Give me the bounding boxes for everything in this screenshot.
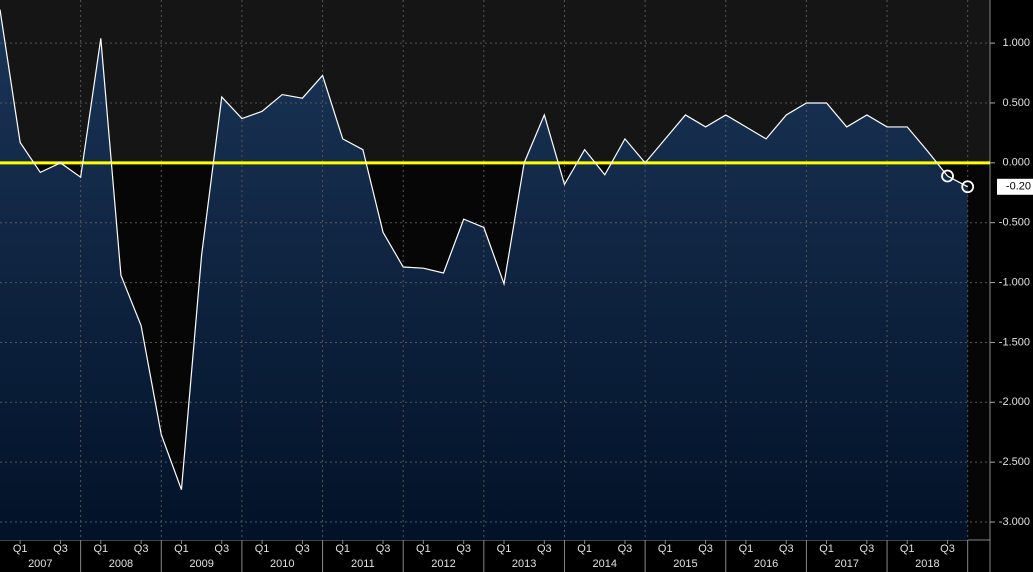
x-tick-label: Q1 — [416, 543, 431, 555]
x-tick-label: Q3 — [779, 543, 794, 555]
year-label: 2018 — [915, 558, 939, 570]
x-tick-label: Q1 — [577, 543, 592, 555]
x-tick-label: Q3 — [860, 543, 875, 555]
year-label: 2017 — [834, 558, 858, 570]
year-label: 2009 — [189, 558, 213, 570]
y-tick-label: 0.500 — [1002, 97, 1030, 109]
year-label: 2010 — [270, 558, 294, 570]
point-marker — [961, 180, 975, 194]
value-label: -0.20 — [1006, 181, 1031, 193]
year-label: 2008 — [109, 558, 133, 570]
x-tick-label: Q1 — [739, 543, 754, 555]
x-tick-label: Q3 — [53, 543, 68, 555]
y-tick-label: -1.000 — [999, 276, 1030, 288]
point-marker — [941, 169, 954, 183]
x-tick-label: Q1 — [93, 543, 108, 555]
y-tick-label: 1.000 — [1002, 37, 1030, 49]
x-tick-label: Q1 — [13, 543, 28, 555]
y-tick-label: 0.000 — [1002, 157, 1030, 169]
x-tick-label: Q3 — [698, 543, 713, 555]
x-tick-label: Q3 — [376, 543, 391, 555]
area-fill — [0, 9, 968, 540]
x-tick-label: Q3 — [456, 543, 471, 555]
x-tick-label: Q1 — [497, 543, 512, 555]
y-tick-label: -3.000 — [999, 516, 1030, 528]
x-tick-label: Q1 — [255, 543, 270, 555]
x-tick-label: Q3 — [537, 543, 552, 555]
y-tick-label: -0.500 — [999, 217, 1030, 229]
x-tick-label: Q1 — [174, 543, 189, 555]
x-tick-label: Q1 — [335, 543, 350, 555]
x-tick-label: Q3 — [295, 543, 310, 555]
x-tick-label: Q3 — [134, 543, 149, 555]
x-tick-label: Q3 — [940, 543, 955, 555]
x-tick-label: Q3 — [618, 543, 633, 555]
x-tick-label: Q1 — [900, 543, 915, 555]
value-label-box — [997, 178, 1033, 195]
x-tick-label: Q1 — [819, 543, 834, 555]
year-label: 2007 — [28, 558, 52, 570]
y-tick-label: -1.500 — [999, 336, 1030, 348]
x-tick-label: Q3 — [214, 543, 229, 555]
year-label: 2012 — [431, 558, 455, 570]
year-label: 2011 — [351, 558, 375, 570]
y-tick-label: -2.000 — [999, 396, 1030, 408]
series-line — [0, 9, 968, 490]
year-label: 2016 — [754, 558, 778, 570]
x-tick-label: Q1 — [658, 543, 673, 555]
y-tick-label: -2.500 — [999, 456, 1030, 468]
year-label: 2013 — [512, 558, 536, 570]
year-label: 2014 — [593, 558, 617, 570]
year-label: 2015 — [673, 558, 697, 570]
